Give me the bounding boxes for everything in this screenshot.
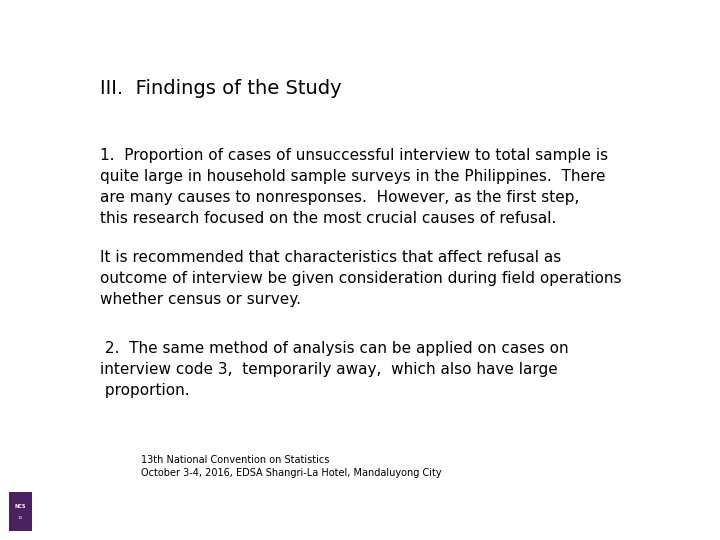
Text: It is recommended that characteristics that affect refusal as
outcome of intervi: It is recommended that characteristics t… [100, 250, 621, 307]
Text: 2.  The same method of analysis can be applied on cases on
interview code 3,  te: 2. The same method of analysis can be ap… [100, 341, 569, 399]
Text: 13: 13 [18, 516, 23, 520]
Text: Σ: Σ [40, 503, 52, 521]
Bar [9, 492, 32, 531]
Text: October 3-4, 2016, EDSA Shangri-La Hotel, Mandaluyong City: October 3-4, 2016, EDSA Shangri-La Hotel… [141, 468, 442, 478]
Text: 1.  Proportion of cases of unsuccessful interview to total sample is
quite large: 1. Proportion of cases of unsuccessful i… [100, 148, 608, 226]
Text: 13th National Convention on Statistics: 13th National Convention on Statistics [141, 455, 330, 465]
Text: III.  Findings of the Study: III. Findings of the Study [100, 79, 342, 98]
Text: NCS: NCS [14, 504, 26, 509]
